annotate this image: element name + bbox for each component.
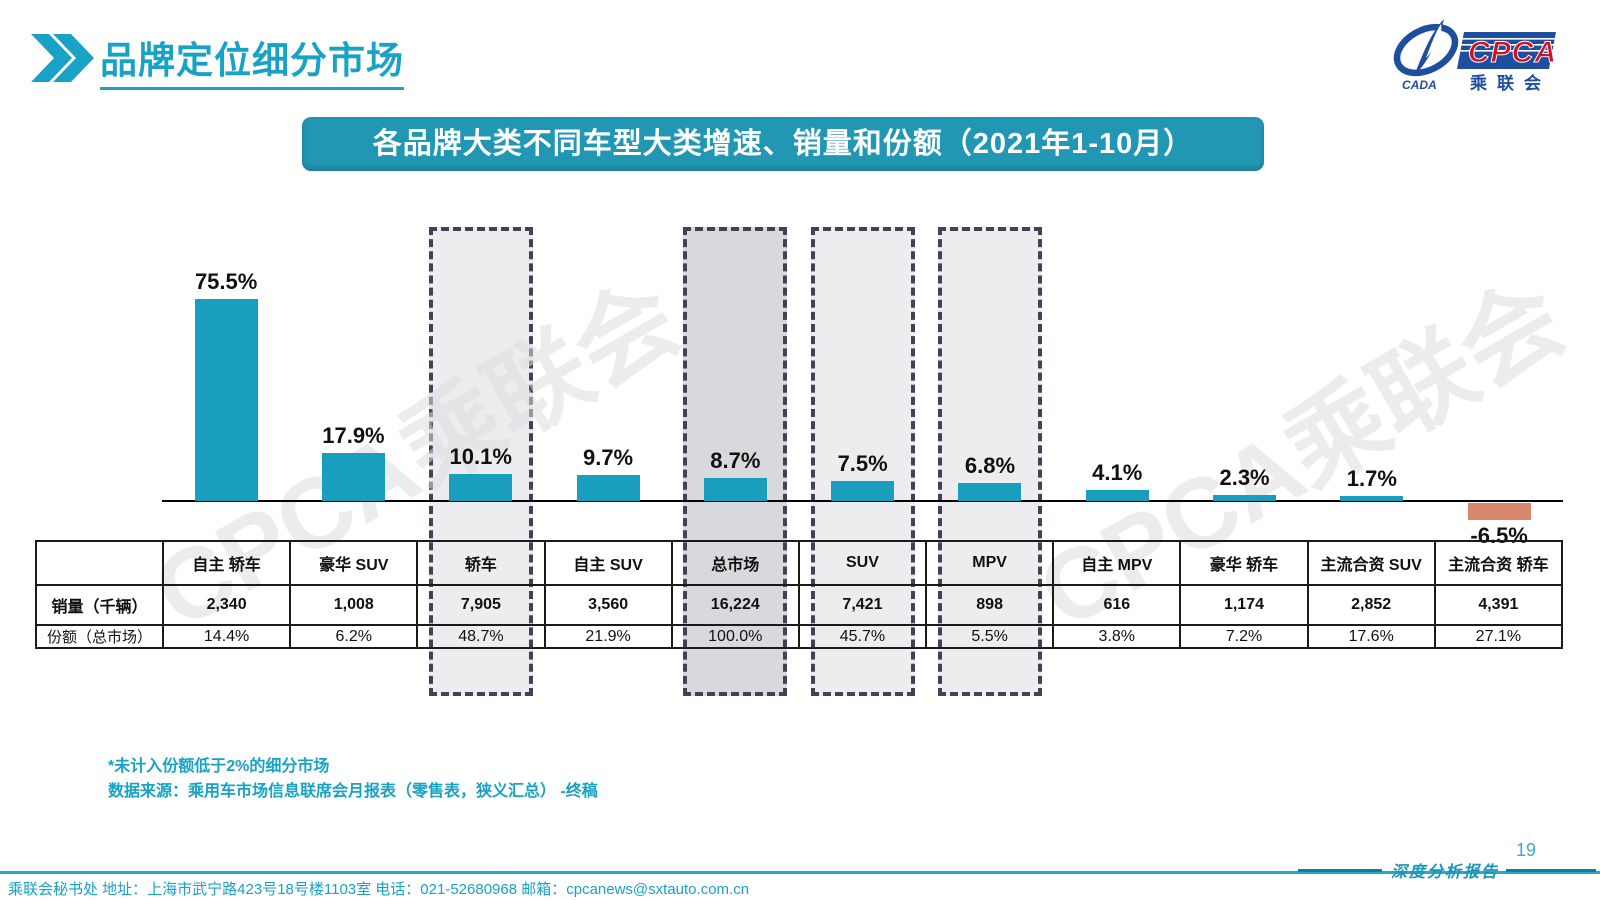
table-cell-sales-3: 7,905 [416,584,546,626]
table-cell-share-2: 6.2% [289,624,419,649]
table-cell-sales-7: 898 [925,584,1055,626]
page-title: 品牌定位细分市场 [100,30,404,90]
table-cell-header-1: 自主 轿车 [161,540,292,586]
bar-value-label-4: 8.7% [710,448,761,473]
table-cell-header-3: 轿车 [416,540,546,586]
table-cell-share-1: 14.4% [161,624,292,649]
double-chevron-icon [31,34,94,82]
table-cell-header-10: 主流合资 SUV [1306,540,1436,586]
bar-3 [576,475,640,501]
footer-divider [0,871,1600,874]
bar-7 [1085,490,1149,501]
bar-10 [1467,503,1531,520]
bar-5 [831,481,895,501]
chart-title-banner: 各品牌大类不同车型大类增速、销量和份额（2021年1-10月） [302,117,1264,171]
table-cell-share-0: 份额（总市场） [35,624,164,649]
bar-2 [449,474,513,501]
footnote-exclusion: *未计入份额低于2%的细分市场 [108,758,330,775]
table-cell-header-8: 自主 MPV [1052,540,1182,586]
bar-value-label-1: 17.9% [322,423,385,448]
logo-cada-text: CADA [1402,78,1437,92]
report-label: 深度分析报告 [1390,862,1499,881]
table-cell-share-7: 5.5% [925,624,1055,649]
page-number: 19 [1516,840,1537,860]
data-table: 自主 轿车 豪华 SUV 轿车 自主 SUV 总市场 SUV MPV 自主 MPV 豪华 轿车主… [35,540,1564,649]
table-cell-header-6: SUV [797,540,928,586]
bar-4 [703,478,767,501]
table-cell-share-3: 48.7% [416,624,546,649]
table-cell-share-9: 7.2% [1179,624,1309,649]
table-cell-share-5: 100.0% [670,624,800,649]
table-cell-sales-8: 616 [1052,584,1182,626]
table-cell-sales-2: 1,008 [289,584,419,626]
bar-6 [958,483,1022,501]
table-cell-share-4: 21.9% [543,624,673,649]
bar-8 [1213,495,1277,501]
bar-value-label-7: 4.1% [1092,460,1143,485]
table-cell-header-7: MPV [925,540,1055,586]
table-cell-sales-9: 1,174 [1179,584,1309,626]
bar-9 [1340,496,1404,501]
bar-value-label-9: 1.7% [1346,466,1397,491]
table-cell-sales-6: 7,421 [797,584,928,626]
bar-0 [194,299,258,501]
table-cell-sales-10: 2,852 [1306,584,1436,626]
footer-contact: 乘联会秘书处 地址：上海市武宁路423号18号楼1103室 电话：021-526… [8,881,750,898]
table-cell-header-0 [35,540,164,586]
table-cell-share-10: 17.6% [1306,624,1436,649]
table-cell-share-8: 3.8% [1052,624,1182,649]
logo-cpca-text: CPCA [1468,36,1556,69]
table-cell-sales-11: 4,391 [1433,584,1564,626]
table-cell-sales-1: 2,340 [161,584,292,626]
table-cell-sales-4: 3,560 [543,584,673,626]
x-axis-line [162,500,1563,502]
bar-value-label-0: 75.5% [194,269,258,294]
bar-value-label-5: 7.5% [837,451,888,476]
table-cell-sales-5: 16,224 [670,584,800,626]
footnote-source: 数据来源：乘用车市场信息联席会月报表（零售表，狭义汇总） -终稿 [108,783,598,800]
report-rule-right [1506,869,1596,872]
report-rule-left [1298,869,1382,872]
table-cell-header-2: 豪华 SUV [289,540,419,586]
logo-name-cn: 乘联会 [1469,73,1551,92]
bar-value-label-3: 9.7% [582,445,634,470]
table-cell-header-4: 自主 SUV [543,540,673,586]
bar-value-label-2: 10.1% [449,444,512,469]
table-cell-header-11: 主流合资 轿车 [1433,540,1564,586]
table-cell-header-5: 总市场 [670,540,800,586]
bar-1 [321,453,385,501]
cpca-logo: CADA CPCA 乘联会 [1393,19,1556,92]
bar-value-label-8: 2.3% [1219,465,1270,490]
table-cell-share-11: 27.1% [1433,624,1564,649]
table-row-share: 份额（总市场） 14.4% 6.2% 48.7% 21.9% 100.0% 45.7% 5.5… [35,624,1564,649]
table-cell-header-9: 豪华 轿车 [1179,540,1309,586]
table-row-header: 自主 轿车 豪华 SUV 轿车 自主 SUV 总市场 SUV MPV 自主 MPV 豪华 轿车主… [35,540,1564,586]
table-cell-share-6: 45.7% [797,624,928,649]
table-row-sales: 销量（千辆） 2,340 1,008 7,905 3,560 16,224 7,421 898… [35,584,1564,626]
table-cell-sales-0: 销量（千辆） [35,584,164,626]
bar-value-label-6: 6.8% [964,453,1016,478]
